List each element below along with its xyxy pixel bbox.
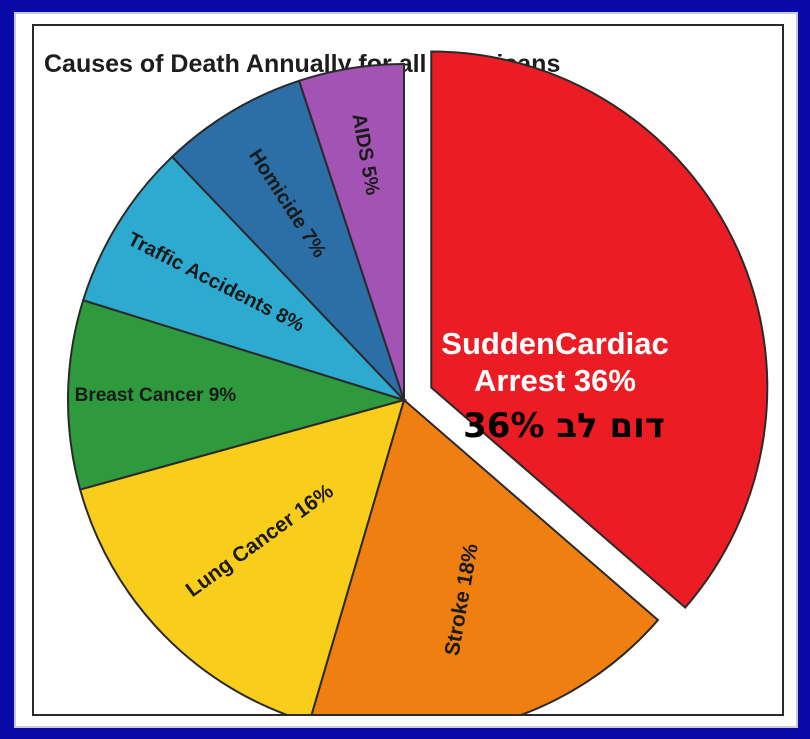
label-breast-cancer: Breast Cancer 9%: [75, 385, 237, 406]
pie-slices: [67, 50, 769, 714]
slice-homicide: [170, 79, 405, 401]
slice-stroke: [310, 398, 660, 714]
slice-suddencardiac-arrest: [430, 50, 769, 609]
slice-aids: [297, 62, 405, 401]
highlight-line-2: Arrest 36%: [474, 363, 636, 398]
highlight-line-1: SuddenCardiac: [441, 326, 668, 361]
slice-breast-cancer: [67, 298, 408, 491]
slice-lung-cancer: [78, 398, 406, 714]
chart-panel: Causes of Death Annually for all America…: [32, 24, 784, 716]
slice-traffic-accidents: [81, 155, 408, 403]
pie-chart: Causes of Death Annually for all America…: [44, 50, 769, 714]
hebrew-annotation: דום לב 36%: [463, 406, 665, 446]
slide-frame: Causes of Death Annually for all America…: [14, 12, 798, 728]
